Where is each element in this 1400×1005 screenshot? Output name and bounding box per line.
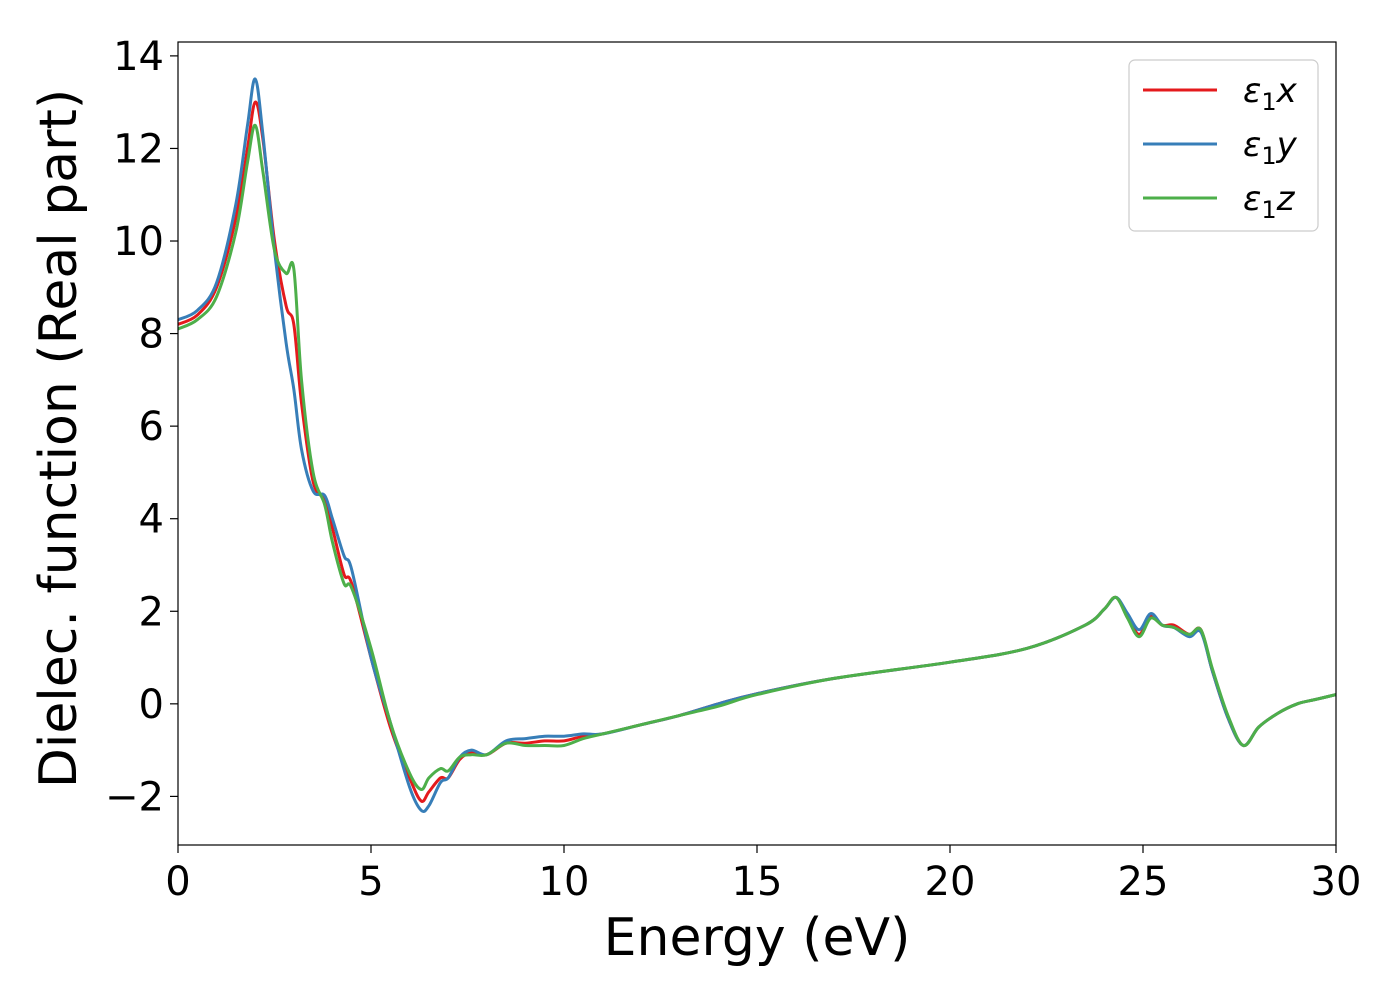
legend-box (1128, 59, 1319, 232)
x-tick-label: 25 (1118, 859, 1169, 905)
x-tick-label: 5 (358, 859, 383, 905)
y-tick-label: 10 (113, 219, 164, 265)
legend-component: x (1276, 71, 1298, 111)
x-tick-label: 0 (165, 859, 190, 905)
y-tick-label: 4 (139, 497, 164, 543)
x-axis-title: Energy (eV) (604, 908, 911, 968)
plot-frame (177, 41, 1337, 846)
x-tick-label: 15 (732, 859, 783, 905)
y-tick-label: 12 (113, 126, 164, 172)
y-tick-label: 0 (139, 682, 164, 728)
series-line-z (178, 123, 1336, 791)
legend-label-y: ε1y (1243, 125, 1298, 170)
legend-component: y (1276, 125, 1298, 165)
legend-subscript: 1 (1261, 88, 1276, 116)
x-tick-label: 30 (1311, 859, 1362, 905)
series-layer (178, 77, 1336, 814)
legend-label-x: ε1x (1243, 71, 1298, 116)
legend-epsilon: ε (1243, 125, 1261, 165)
legend-label-z: ε1z (1243, 179, 1296, 224)
legend-subscript: 1 (1261, 142, 1276, 170)
legend-epsilon: ε (1243, 71, 1261, 111)
y-tick-label: 8 (139, 312, 164, 358)
legend-component: z (1276, 179, 1296, 219)
x-tick-label: 20 (925, 859, 976, 905)
y-tick-label: −2 (105, 774, 164, 820)
y-axis-title: Dielec. function (Real part) (29, 89, 89, 788)
y-tick-label: 6 (139, 404, 164, 450)
y-tick-label: 14 (113, 34, 164, 80)
x-tick-label: 10 (539, 859, 590, 905)
y-tick-label: 2 (139, 589, 164, 635)
legend-epsilon: ε (1243, 179, 1261, 219)
legend-subscript: 1 (1261, 196, 1276, 224)
